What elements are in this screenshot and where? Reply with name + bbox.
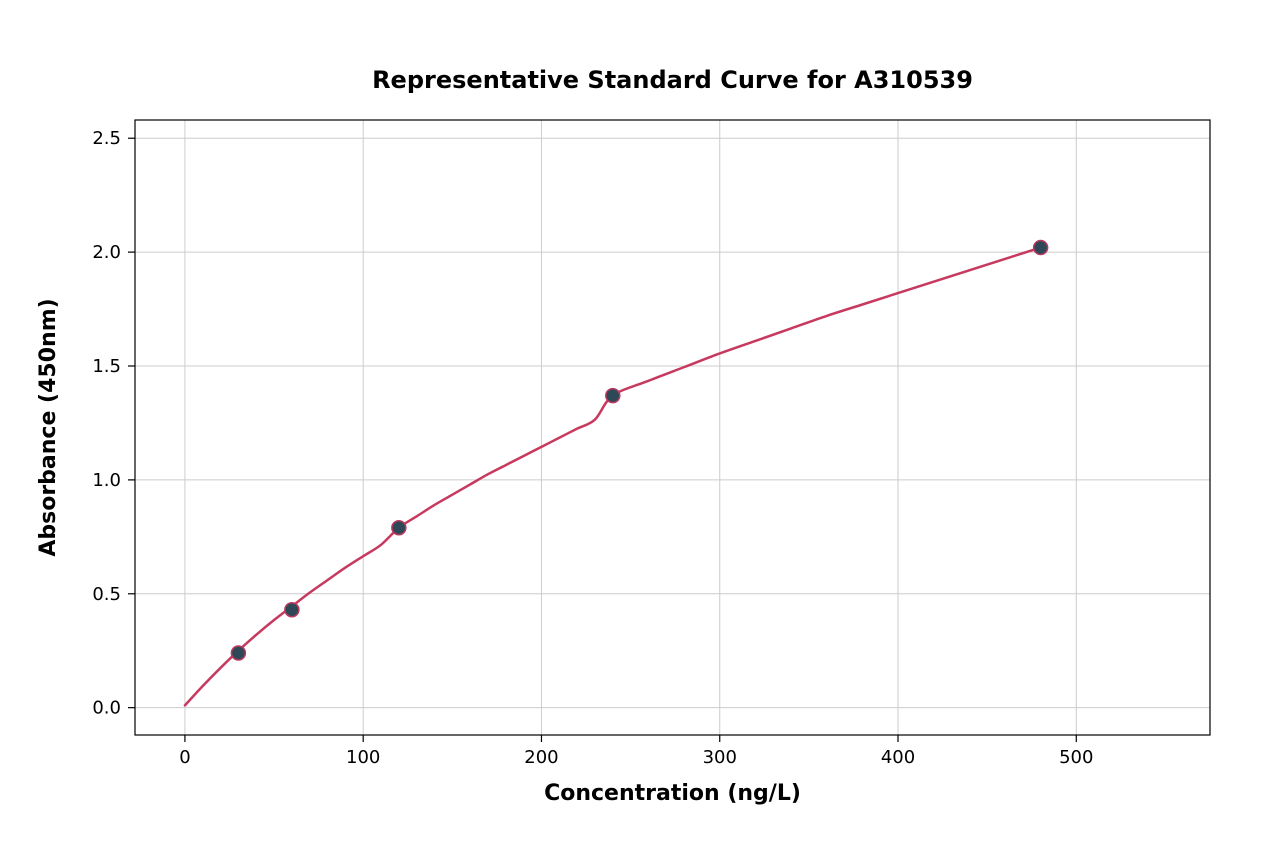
data-point (285, 603, 299, 617)
x-axis-label: Concentration (ng/L) (544, 781, 801, 806)
ytick-label: 1.0 (92, 470, 121, 491)
chart-svg: 0 100 200 300 400 500 0.0 0.5 1.0 1.5 2.0 2.5 Repres… (0, 0, 1280, 845)
xtick-label: 300 (703, 747, 737, 768)
ytick-label: 2.0 (92, 242, 121, 263)
chart-container: 0 100 200 300 400 500 0.0 0.5 1.0 1.5 2.0 2.5 Repres… (0, 0, 1280, 845)
data-point (231, 646, 245, 660)
ytick-label: 1.5 (92, 356, 121, 377)
ytick-label: 2.5 (92, 128, 121, 149)
xtick-label: 0 (179, 747, 190, 768)
xtick-label: 400 (881, 747, 915, 768)
xtick-label: 200 (524, 747, 558, 768)
y-axis-label: Absorbance (450nm) (36, 298, 61, 556)
xtick-label: 100 (346, 747, 380, 768)
ytick-label: 0.5 (92, 584, 121, 605)
plot-area (135, 120, 1210, 735)
data-point (606, 389, 620, 403)
data-point (392, 521, 406, 535)
ytick-label: 0.0 (92, 698, 121, 719)
chart-title: Representative Standard Curve for A31053… (372, 66, 973, 94)
xtick-label: 500 (1059, 747, 1093, 768)
data-point (1034, 241, 1048, 255)
